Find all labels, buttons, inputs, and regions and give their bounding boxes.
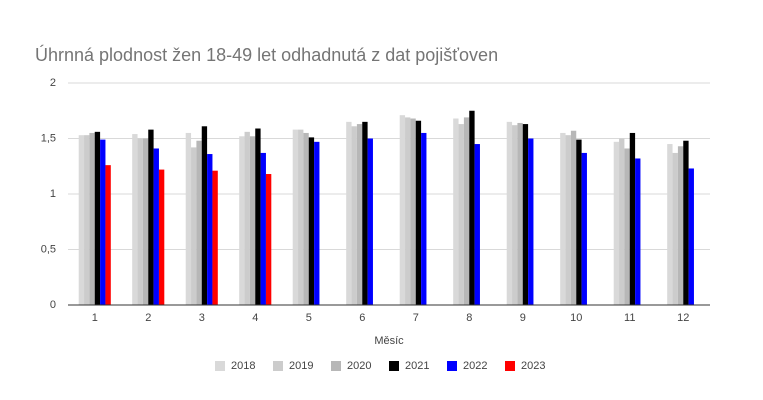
x-tick-label: 6 xyxy=(359,312,365,324)
x-tick-label: 7 xyxy=(413,312,419,324)
legend-swatch xyxy=(505,361,515,371)
legend-swatch xyxy=(331,361,341,371)
bar xyxy=(469,110,475,305)
legend-label: 2020 xyxy=(347,360,371,372)
bar xyxy=(94,131,101,305)
bar xyxy=(683,140,689,305)
bar xyxy=(265,174,272,305)
x-tick-label: 5 xyxy=(306,312,312,324)
bar xyxy=(474,144,480,305)
bar xyxy=(613,141,620,305)
x-tick-label: 10 xyxy=(570,312,582,324)
bar xyxy=(405,117,411,305)
y-tick-label: 1 xyxy=(50,188,56,200)
bar xyxy=(196,140,202,305)
bar xyxy=(346,121,352,305)
bar xyxy=(308,137,315,305)
bar xyxy=(255,128,261,305)
bar xyxy=(153,148,159,305)
bar xyxy=(260,152,266,305)
legend-swatch xyxy=(447,361,457,371)
bar xyxy=(298,129,304,305)
bar xyxy=(517,122,523,306)
bar xyxy=(89,132,95,305)
legend-label: 2019 xyxy=(289,360,313,372)
legend-swatch xyxy=(389,361,399,371)
bar xyxy=(677,146,684,305)
y-tick-label: 0 xyxy=(50,299,56,311)
bar xyxy=(624,148,630,305)
legend-swatch xyxy=(273,361,283,371)
bar xyxy=(410,118,416,306)
x-tick-label: 12 xyxy=(677,312,689,324)
bar xyxy=(619,138,625,305)
bar xyxy=(458,124,464,305)
bar xyxy=(201,126,208,305)
legend-swatch xyxy=(215,361,225,371)
bar xyxy=(105,165,111,305)
bar xyxy=(667,144,673,305)
bar xyxy=(570,130,577,305)
x-tick-label: 4 xyxy=(252,312,258,324)
bar xyxy=(565,135,571,305)
x-tick-label: 1 xyxy=(92,312,98,324)
bar xyxy=(142,138,149,305)
bar xyxy=(100,139,106,305)
bar xyxy=(528,138,534,305)
y-tick-label: 2 xyxy=(50,77,56,89)
x-tick-label: 8 xyxy=(466,312,472,324)
bar xyxy=(303,132,309,305)
bar xyxy=(672,152,678,305)
bar xyxy=(512,125,518,306)
bar xyxy=(463,117,470,305)
y-tick-label: 0,5 xyxy=(41,243,56,255)
bar xyxy=(367,138,373,305)
bar xyxy=(244,131,250,305)
bar xyxy=(635,158,641,305)
bar xyxy=(629,132,636,305)
bar xyxy=(84,135,90,305)
bar xyxy=(362,121,368,305)
x-tick-label: 3 xyxy=(199,312,205,324)
x-axis-label: Měsíc xyxy=(374,335,404,347)
bar xyxy=(421,132,427,305)
chart-title: Úhrnná plodnost žen 18-49 let odhadnutá … xyxy=(35,44,498,65)
bar xyxy=(132,134,138,305)
bar xyxy=(581,152,587,305)
bar xyxy=(292,129,299,305)
bar xyxy=(351,126,357,305)
bar xyxy=(453,118,459,306)
bar xyxy=(688,168,694,305)
bar xyxy=(207,154,213,305)
bar xyxy=(522,124,529,305)
bar xyxy=(576,139,582,305)
bar xyxy=(399,115,406,305)
bar xyxy=(239,136,245,305)
x-tick-label: 2 xyxy=(145,312,151,324)
bar xyxy=(212,170,218,305)
legend-label: 2018 xyxy=(231,360,255,372)
bar xyxy=(356,124,363,305)
bar xyxy=(249,136,256,305)
bar xyxy=(137,138,143,305)
bar xyxy=(148,129,154,305)
bar xyxy=(314,141,320,305)
y-tick-label: 1,5 xyxy=(41,132,56,144)
x-tick-label: 11 xyxy=(624,312,635,324)
bar xyxy=(78,135,85,305)
bar xyxy=(506,121,513,305)
x-tick-label: 9 xyxy=(520,312,526,324)
bar xyxy=(158,169,165,305)
legend-label: 2023 xyxy=(521,360,545,372)
legend-label: 2022 xyxy=(463,360,487,372)
bar xyxy=(415,120,422,306)
legend-label: 2021 xyxy=(405,360,429,372)
bar xyxy=(185,132,192,305)
bar xyxy=(191,147,197,305)
bar xyxy=(560,132,566,305)
